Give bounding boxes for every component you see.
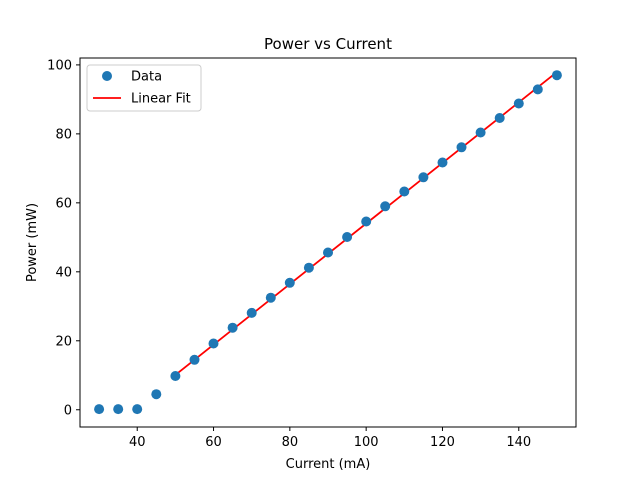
data-point (246, 307, 257, 318)
data-point (208, 338, 219, 349)
x-tick-label: 120 (430, 435, 455, 450)
y-axis-label: Power (mW) (25, 203, 40, 282)
data-point (170, 371, 181, 381)
x-axis-label: Current (mA) (286, 457, 371, 472)
chart-title: Power vs Current (264, 35, 392, 53)
legend-box (86, 64, 202, 112)
y-axis: 0 20 40 60 80 100 (47, 58, 80, 418)
x-axis: 40 60 80 100 120 140 (129, 427, 531, 450)
data-point (418, 172, 429, 183)
data-point (189, 354, 200, 365)
data-point (475, 127, 486, 138)
x-tick-label: 40 (129, 435, 146, 450)
x-tick-label: 60 (205, 435, 222, 450)
data-point (227, 322, 238, 333)
y-tick-label: 80 (55, 127, 72, 142)
x-tick-label: 140 (506, 435, 531, 450)
x-tick-label: 100 (354, 435, 379, 450)
data-point (303, 262, 314, 273)
y-tick-label: 40 (55, 265, 72, 280)
data-point (151, 389, 162, 400)
data-point (342, 232, 353, 242)
data-point (513, 98, 524, 109)
data-point (361, 216, 372, 227)
data-point (94, 404, 105, 415)
y-tick-label: 60 (55, 196, 72, 211)
legend-label-linear-fit: Linear Fit (131, 92, 191, 107)
data-point (323, 247, 333, 258)
data-point (113, 404, 124, 415)
data-point (532, 84, 543, 95)
data-point (265, 292, 276, 303)
data-point (494, 113, 505, 123)
plot-area (94, 70, 562, 415)
x-tick-label: 80 (282, 435, 299, 450)
legend-label-data: Data (131, 70, 162, 85)
data-point (284, 277, 295, 288)
y-tick-label: 20 (55, 334, 72, 349)
legend: Data Linear Fit (86, 64, 202, 112)
data-point (132, 404, 143, 415)
data-point (456, 142, 467, 153)
y-tick-label: 100 (47, 58, 72, 73)
legend-marker-data (102, 71, 112, 81)
data-point (551, 70, 562, 81)
plot-frame (79, 57, 577, 428)
data-point (399, 186, 410, 197)
data-point (380, 201, 391, 212)
data-point (437, 157, 448, 168)
y-tick-label: 0 (64, 403, 72, 418)
